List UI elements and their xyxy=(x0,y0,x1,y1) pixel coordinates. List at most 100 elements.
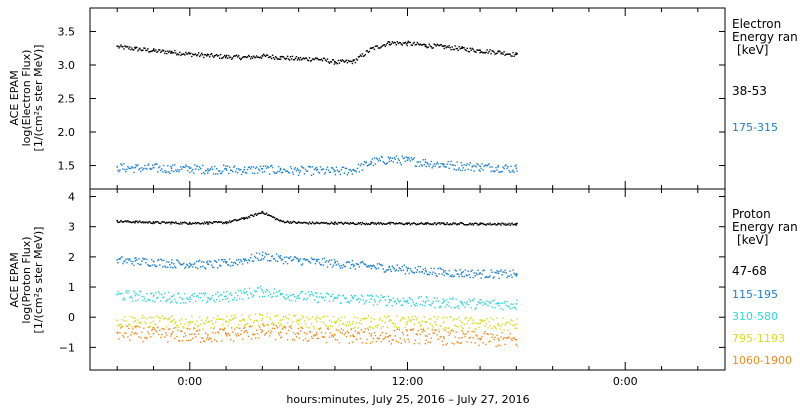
data-point xyxy=(277,219,280,221)
data-point xyxy=(364,54,367,56)
data-point xyxy=(328,223,331,225)
data-point xyxy=(396,328,398,330)
data-point xyxy=(257,168,260,170)
data-point xyxy=(450,306,452,309)
data-point xyxy=(334,260,337,263)
data-point xyxy=(406,270,408,272)
data-point xyxy=(492,334,494,336)
data-point-value xyxy=(134,332,137,334)
data-point xyxy=(347,301,350,303)
data-point xyxy=(447,331,449,333)
data-point xyxy=(461,303,463,305)
data-point-value xyxy=(225,262,228,264)
data-point xyxy=(316,222,319,224)
data-point xyxy=(127,165,129,168)
data-point xyxy=(358,56,361,58)
data-point xyxy=(144,321,146,323)
data-point xyxy=(269,293,272,295)
data-point xyxy=(299,170,302,172)
data-point-value xyxy=(116,293,119,296)
data-point xyxy=(501,302,503,304)
data-point xyxy=(482,319,484,321)
data-point xyxy=(227,264,229,266)
data-point xyxy=(415,165,417,167)
data-point xyxy=(276,58,279,60)
data-point xyxy=(456,47,458,50)
data-point xyxy=(363,263,366,265)
data-point xyxy=(141,317,143,319)
data-point xyxy=(317,258,320,261)
data-point xyxy=(469,222,471,224)
data-point xyxy=(118,47,120,49)
data-point-value xyxy=(207,221,209,224)
data-point xyxy=(182,340,184,342)
data-point-value xyxy=(334,170,336,172)
data-point xyxy=(344,60,347,62)
data-point xyxy=(470,169,472,171)
data-point xyxy=(135,325,137,327)
data-point xyxy=(494,271,496,274)
data-point xyxy=(186,53,188,55)
data-point xyxy=(410,320,412,322)
data-point xyxy=(369,163,372,165)
data-point xyxy=(151,317,153,319)
data-point xyxy=(417,265,419,268)
data-point xyxy=(249,318,252,321)
data-point xyxy=(361,221,364,224)
data-point xyxy=(341,166,344,169)
data-point xyxy=(183,53,185,55)
data-point xyxy=(483,332,485,335)
data-point xyxy=(317,222,320,224)
data-point xyxy=(240,330,243,332)
data-point xyxy=(172,267,174,269)
data-point xyxy=(304,222,307,224)
data-point xyxy=(142,340,144,343)
data-point xyxy=(394,323,396,325)
data-point xyxy=(351,341,354,343)
data-point xyxy=(363,223,366,225)
data-point xyxy=(343,222,346,224)
data-point-value xyxy=(243,258,246,261)
data-point xyxy=(196,222,198,225)
data-point xyxy=(403,300,405,303)
data-point xyxy=(504,165,506,167)
data-point xyxy=(139,326,141,328)
data-point xyxy=(145,167,147,170)
data-point xyxy=(173,52,175,54)
data-point xyxy=(336,223,339,225)
data-point xyxy=(125,258,127,260)
data-point-value xyxy=(116,319,119,322)
data-point xyxy=(426,222,428,224)
data-point-value xyxy=(406,320,409,323)
data-point xyxy=(405,301,407,303)
data-point xyxy=(440,336,442,338)
data-point xyxy=(512,224,514,226)
data-point xyxy=(460,342,462,344)
data-point xyxy=(306,222,309,224)
data-point xyxy=(275,325,278,328)
data-point xyxy=(250,338,253,340)
data-point xyxy=(254,257,257,259)
data-point xyxy=(131,263,133,265)
data-point xyxy=(379,264,382,266)
data-point xyxy=(363,55,366,57)
data-point xyxy=(442,328,444,330)
data-point xyxy=(503,223,505,226)
data-point xyxy=(378,301,381,303)
data-point xyxy=(417,43,419,45)
data-point xyxy=(213,173,215,175)
data-point xyxy=(264,291,267,293)
data-point xyxy=(392,42,394,44)
data-point xyxy=(507,165,509,168)
data-point xyxy=(493,325,495,328)
data-point xyxy=(136,259,138,261)
data-point xyxy=(429,223,431,225)
data-point-value xyxy=(370,221,373,224)
data-point xyxy=(489,275,491,277)
data-point xyxy=(316,259,319,261)
data-point-value xyxy=(170,320,173,323)
data-point xyxy=(150,50,152,53)
data-point xyxy=(330,167,333,169)
data-point xyxy=(311,221,314,223)
data-point xyxy=(491,166,493,168)
